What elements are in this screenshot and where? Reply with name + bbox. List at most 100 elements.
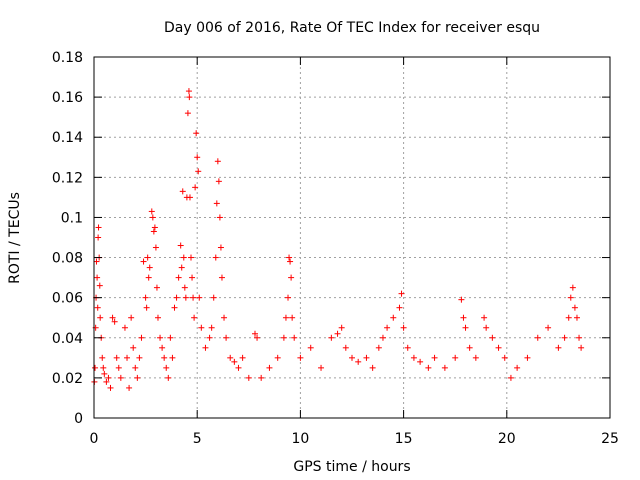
data-point	[390, 314, 397, 321]
data-point	[154, 314, 161, 321]
data-point	[379, 334, 386, 341]
data-point	[571, 304, 578, 311]
y-axis-label: ROTI / TECUs	[7, 192, 23, 284]
data-point	[115, 364, 122, 371]
data-point	[92, 364, 99, 371]
data-point	[190, 294, 197, 301]
data-point	[100, 364, 107, 371]
data-point	[179, 188, 186, 195]
data-point	[152, 244, 159, 251]
data-point	[95, 234, 102, 241]
x-tick-label: 25	[601, 431, 619, 447]
data-point	[97, 314, 104, 321]
data-point	[565, 314, 572, 321]
data-point	[177, 242, 184, 249]
data-point	[489, 334, 496, 341]
data-point	[534, 334, 541, 341]
data-point	[289, 314, 296, 321]
data-point	[472, 354, 479, 361]
data-point	[460, 314, 467, 321]
data-point	[398, 290, 405, 297]
data-point	[194, 154, 201, 161]
grid	[94, 57, 610, 418]
x-tick-label: 10	[291, 431, 309, 447]
x-tick-label: 15	[395, 431, 413, 447]
data-point	[425, 364, 432, 371]
y-tick-label: 0	[74, 411, 83, 427]
data-point	[143, 304, 150, 311]
data-point	[212, 254, 219, 261]
data-point	[462, 324, 469, 331]
data-point	[452, 354, 459, 361]
data-point	[274, 354, 281, 361]
data-point	[231, 358, 238, 365]
data-point	[569, 284, 576, 291]
data-point	[159, 344, 166, 351]
y-tick-label: 0.12	[52, 170, 83, 186]
data-point	[167, 334, 174, 341]
data-point	[175, 274, 182, 281]
data-point	[94, 274, 101, 281]
data-points	[91, 88, 585, 391]
y-tick-label: 0.06	[52, 291, 83, 307]
data-point	[163, 364, 170, 371]
data-point	[195, 168, 202, 175]
data-point	[218, 274, 225, 281]
y-tick-label: 0.14	[52, 130, 83, 146]
data-point	[136, 354, 143, 361]
data-point	[196, 294, 203, 301]
data-point	[157, 334, 164, 341]
data-point	[191, 314, 198, 321]
data-point	[375, 344, 382, 351]
data-point	[400, 324, 407, 331]
data-point	[507, 374, 514, 381]
data-point	[217, 244, 224, 251]
data-point	[161, 354, 168, 361]
data-point	[291, 334, 298, 341]
data-point	[214, 158, 221, 165]
data-point	[266, 364, 273, 371]
data-point	[193, 130, 200, 137]
data-point	[555, 344, 562, 351]
data-point	[198, 324, 205, 331]
data-point	[94, 304, 101, 311]
data-point	[384, 324, 391, 331]
data-point	[396, 304, 403, 311]
data-point	[95, 224, 102, 231]
data-point	[307, 344, 314, 351]
data-point	[169, 354, 176, 361]
data-point	[216, 214, 223, 221]
data-point	[221, 314, 228, 321]
y-tick-label: 0.1	[61, 210, 83, 226]
data-point	[501, 354, 508, 361]
data-point	[146, 264, 153, 271]
data-point	[227, 354, 234, 361]
data-point	[567, 294, 574, 301]
data-point	[210, 294, 217, 301]
data-point	[355, 358, 362, 365]
data-point	[206, 334, 213, 341]
data-point	[153, 284, 160, 291]
data-point	[192, 184, 199, 191]
data-point	[215, 178, 222, 185]
data-point	[184, 110, 191, 117]
data-point	[573, 314, 580, 321]
data-point	[121, 324, 128, 331]
data-point	[410, 354, 417, 361]
data-point	[235, 364, 242, 371]
data-point	[111, 318, 118, 325]
plot-frame	[93, 56, 611, 419]
data-point	[202, 344, 209, 351]
data-point	[223, 334, 230, 341]
data-point	[151, 224, 158, 231]
data-point	[99, 354, 106, 361]
data-point	[148, 208, 155, 215]
data-point	[524, 354, 531, 361]
data-point	[417, 358, 424, 365]
data-point	[165, 374, 172, 381]
data-point	[124, 354, 131, 361]
data-point	[561, 334, 568, 341]
data-point	[286, 254, 293, 261]
chart-title: Day 006 of 2016, Rate Of TEC Index for r…	[164, 20, 540, 36]
data-point	[126, 384, 133, 391]
